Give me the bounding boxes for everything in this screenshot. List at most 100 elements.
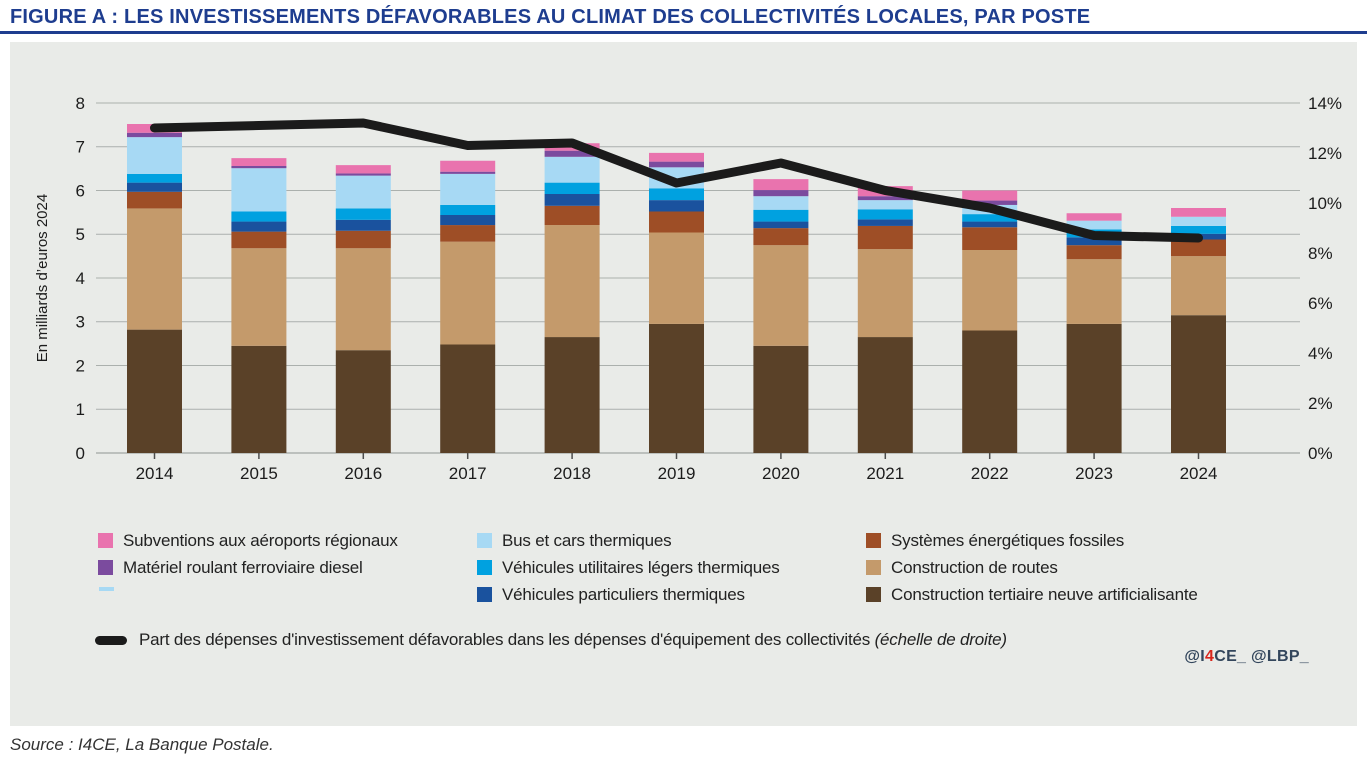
legend-swatch-navy (477, 587, 492, 602)
bar-segment (753, 209, 809, 222)
bar-segment (962, 214, 1018, 222)
legend-swatch-purple (98, 560, 113, 575)
watermark-highlight: 4 (1205, 648, 1215, 665)
y-axis-left-tick-label: 1 (76, 400, 85, 419)
trend-line-label: Part des dépenses d'investissement défav… (139, 630, 1007, 649)
chart-panel: 0 1 2 3 4 5 6 7 8 0% 2% 4% 6% 8% 10% 12% 14% 2014 2015 2016… (10, 42, 1357, 726)
bar-segment (127, 137, 182, 174)
x-axis-year-label: 2019 (658, 464, 696, 483)
y-axis-left-tick-label: 0 (76, 444, 85, 463)
bar-segment (440, 171, 496, 174)
bar-segment (335, 350, 391, 453)
y-axis-left-tick-label: 4 (76, 269, 85, 288)
bar-segment (544, 337, 600, 453)
x-axis-year-label: 2018 (553, 464, 591, 483)
y-axis-left-tick-label: 5 (76, 225, 85, 244)
legend-item-bus-cars: Bus et cars thermiques (477, 530, 672, 550)
y-axis-right-tick-label: 6% (1308, 294, 1333, 313)
bar-segment (231, 221, 287, 232)
bar-segment (857, 219, 913, 226)
bar-segment (857, 337, 913, 453)
x-axis-year-label: 2014 (136, 464, 174, 483)
legend-swatch-darkbrown (866, 587, 881, 602)
bar-segment (440, 215, 496, 226)
bar-segment (231, 168, 287, 212)
bar-segment (127, 173, 182, 183)
bar-segment (335, 173, 391, 176)
legend-label: Véhicules particuliers thermiques (502, 584, 745, 604)
bar-segment (962, 200, 1018, 205)
legend-swatch-artifact (99, 587, 114, 591)
bar-segment (649, 232, 704, 324)
legend-item-trend-line: Part des dépenses d'investissement défav… (95, 630, 1007, 650)
y-axis-left-tick-label: 8 (76, 94, 85, 113)
bar-segment (1171, 216, 1226, 226)
bar-segment (1066, 220, 1122, 230)
source-caption: Source : I4CE, La Banque Postale. (10, 735, 274, 754)
legend-swatch-tan (866, 560, 881, 575)
bar-segment (231, 211, 287, 222)
bar-segment (127, 182, 182, 192)
bar-segment (231, 231, 287, 249)
bar-segment (544, 205, 600, 226)
bar-segment (127, 132, 182, 138)
bar-segment (1171, 315, 1226, 453)
x-axis-year-label: 2024 (1180, 464, 1218, 483)
bar-segment (857, 209, 913, 220)
bar-segment (857, 249, 913, 338)
bar-segment (753, 190, 809, 197)
bar-segment (440, 173, 496, 205)
legend-label: Matériel roulant ferroviaire diesel (123, 557, 363, 577)
legend-swatch-skyblue (477, 533, 492, 548)
bar-segment (440, 160, 496, 172)
bar-segment (335, 230, 391, 249)
bar-segment (335, 208, 391, 220)
trend-line-dash-icon (95, 635, 127, 645)
bar-segment (753, 196, 809, 210)
y-axis-right-tick-label: 8% (1308, 244, 1333, 263)
bar-segment (649, 152, 704, 162)
bar-segment (544, 150, 600, 157)
bar-segment (649, 323, 704, 453)
bar-segment (962, 190, 1018, 201)
bar-segment (753, 221, 809, 229)
legend-item-vehicules-particuliers: Véhicules particuliers thermiques (477, 585, 745, 604)
y-axis-left-tick-label: 2 (76, 356, 85, 375)
bar-segment (127, 191, 182, 209)
bar-segment (857, 196, 913, 201)
bar-segment (857, 200, 913, 210)
legend-label: Construction tertiaire neuve artificiali… (891, 584, 1198, 604)
y-axis-left-tick-label: 6 (76, 181, 85, 200)
y-axis-title: En milliards d’euros 2024 (34, 193, 51, 363)
bar-segment (857, 225, 913, 250)
bar-segment (962, 221, 1018, 228)
legend-label: Bus et cars thermiques (502, 530, 672, 550)
bar-segment (753, 345, 809, 453)
legend-item-construction-routes: Construction de routes (866, 558, 1058, 577)
bar-segment (544, 182, 600, 194)
bar-segment (335, 219, 391, 231)
bar-segment (544, 156, 600, 183)
y-axis-right-tick-label: 0% (1308, 444, 1333, 463)
figure-title: FIGURE A : LES INVESTISSEMENTS DÉFAVORAB… (10, 6, 1091, 28)
bar-segment (753, 179, 809, 191)
bar-segment (1066, 323, 1122, 453)
bar-segment (649, 188, 704, 201)
legend-label: Subventions aux aéroports régionaux (123, 530, 398, 550)
legend-swatch-cyan (477, 560, 492, 575)
bar-segment (335, 165, 391, 174)
legend-label: Systèmes énergétiques fossiles (891, 530, 1125, 550)
x-axis-year-label: 2016 (344, 464, 382, 483)
bar-segment (1066, 259, 1122, 324)
bar-segment (544, 194, 600, 206)
legend-label: Construction de routes (891, 557, 1058, 577)
x-axis-year-label: 2020 (762, 464, 800, 483)
bar-segment (753, 245, 809, 346)
legend-item-vehicules-utilitaires: Véhicules utilitaires légers thermiques (477, 558, 780, 577)
x-axis-year-label: 2017 (449, 464, 487, 483)
watermark-handles: @I4CE_ @LBP_ (1184, 648, 1309, 665)
bar-segment (962, 227, 1018, 250)
bar-segment (649, 211, 704, 233)
x-axis-year-label: 2015 (240, 464, 278, 483)
